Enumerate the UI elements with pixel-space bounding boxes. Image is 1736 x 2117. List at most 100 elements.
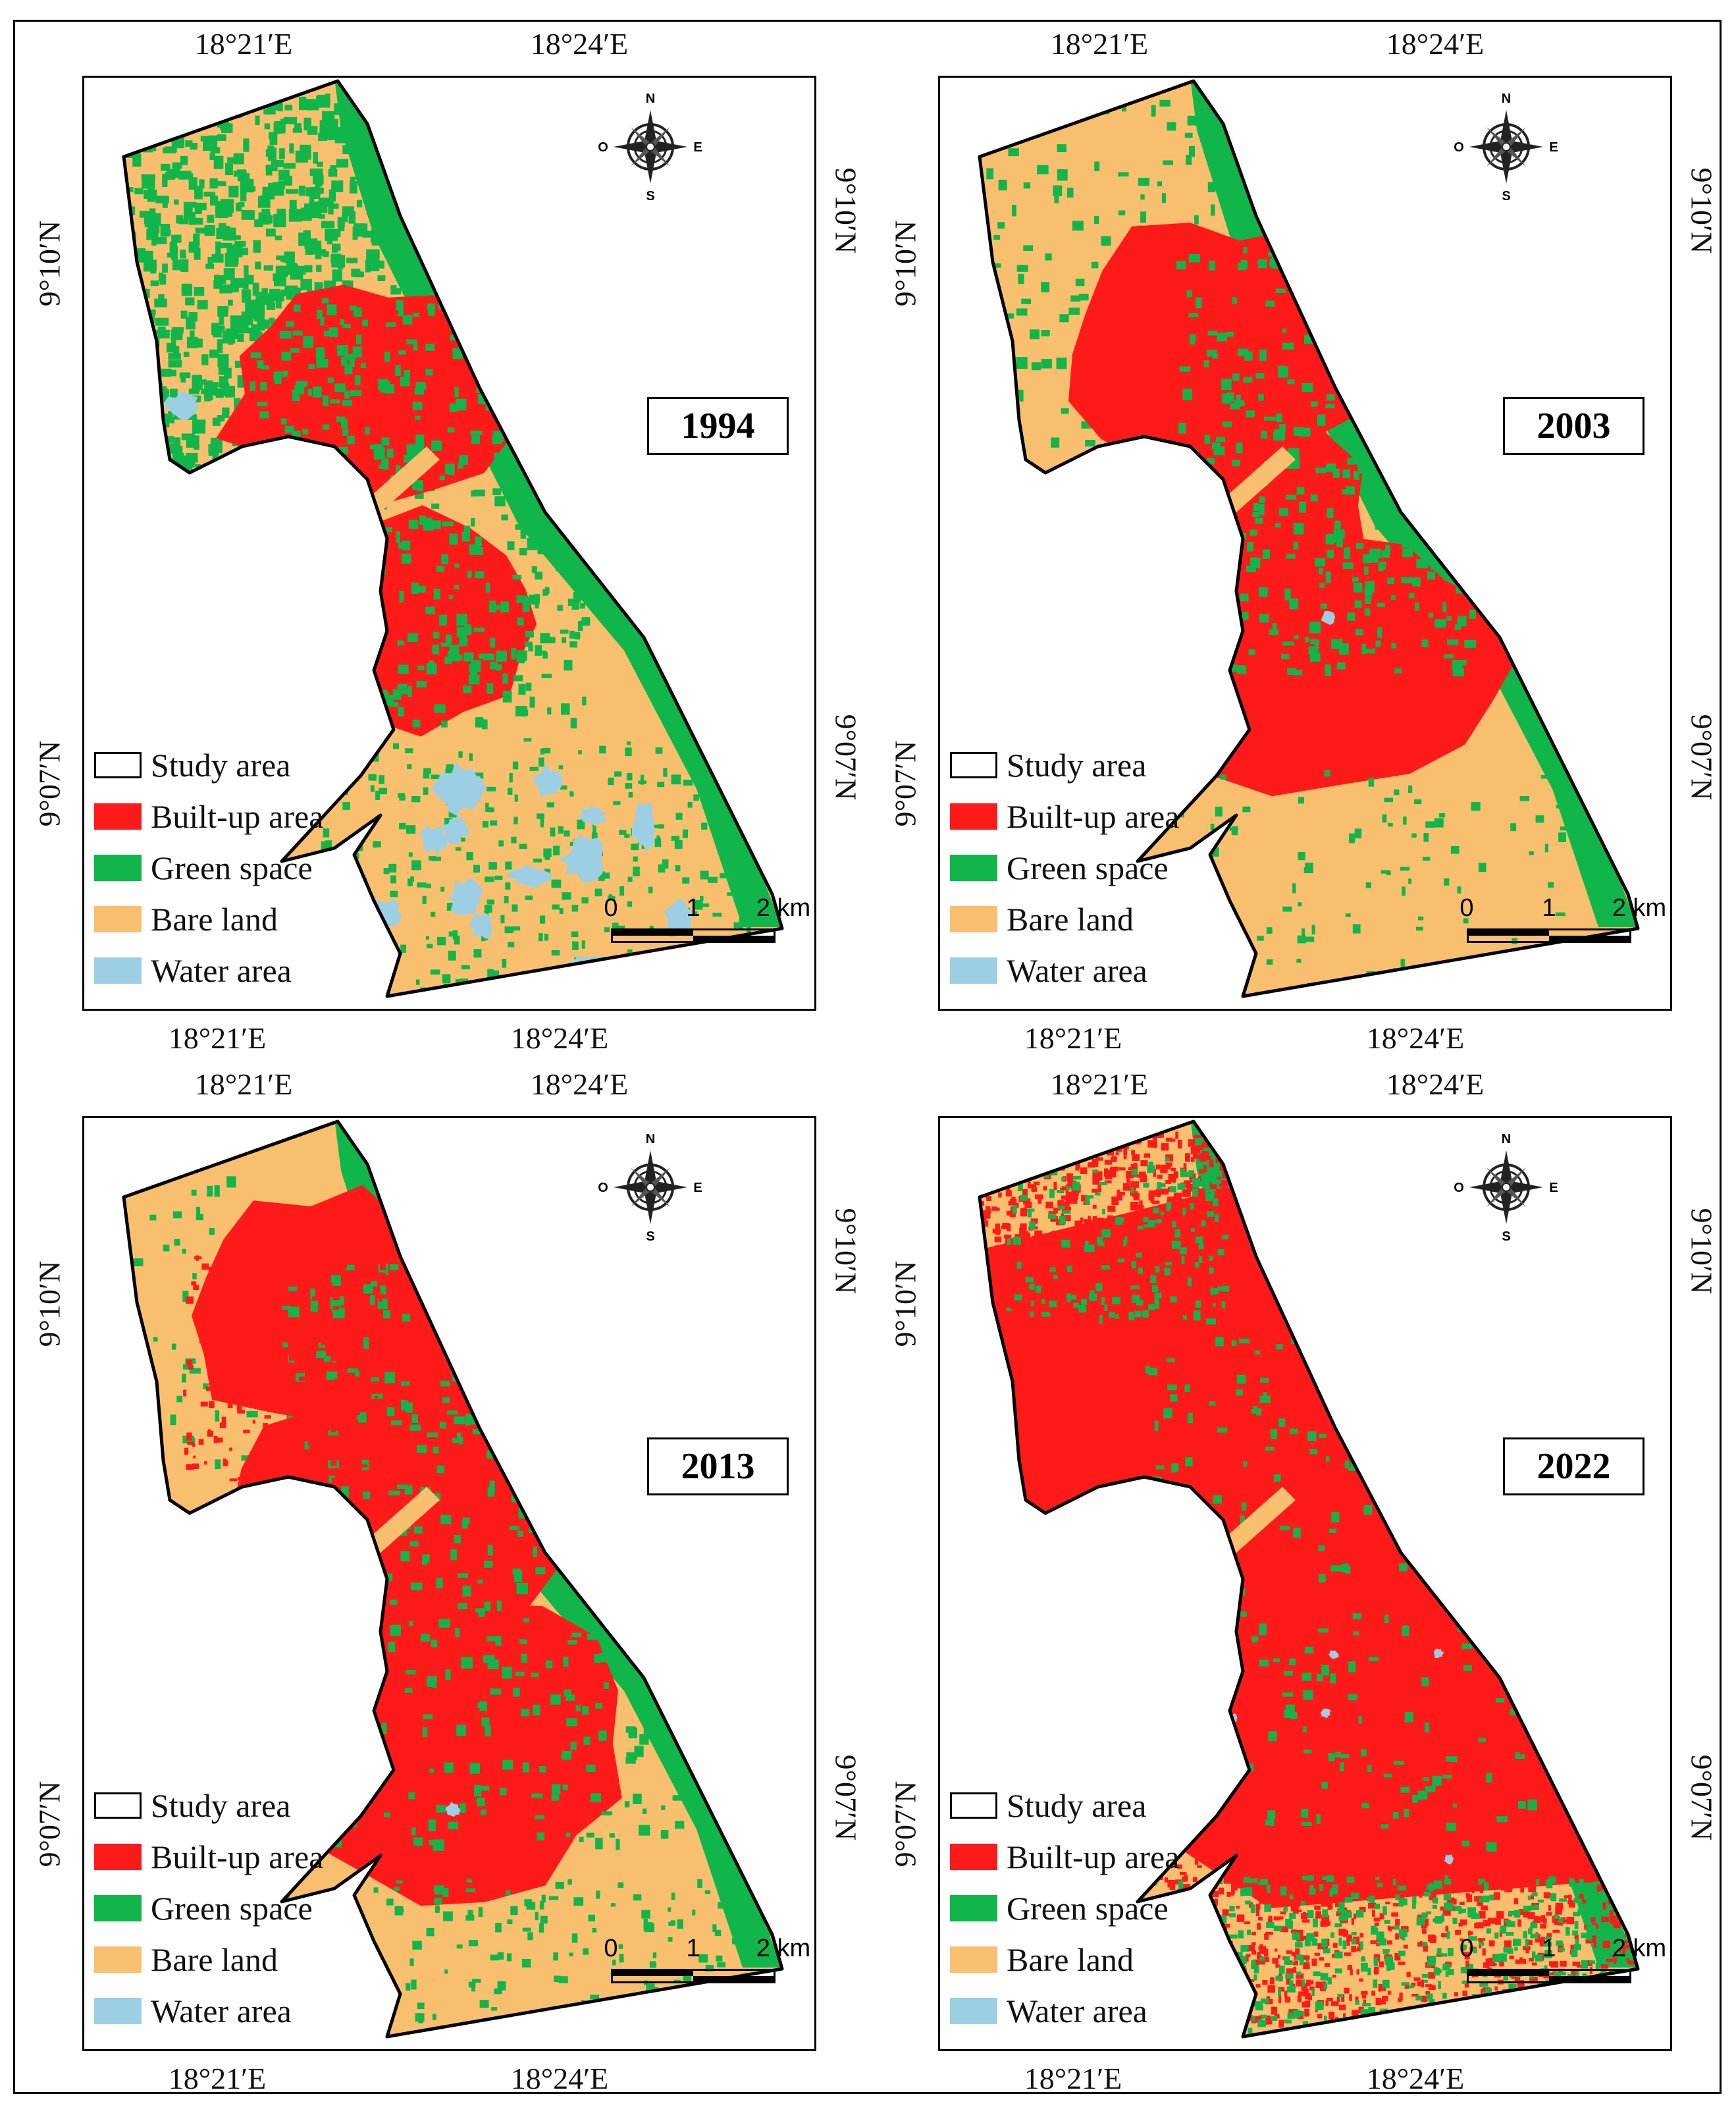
legend-label: Study area — [1007, 747, 1147, 784]
lon-label-bottom-left: 18°21′E — [168, 2062, 267, 2095]
legend-swatch — [950, 1844, 997, 1870]
legend-label: Green space — [151, 849, 313, 886]
scale-label-1: 1 — [686, 1935, 700, 1962]
legend-item: Water area — [950, 945, 1179, 996]
legend: Study area Built-up area Green space Bare l… — [94, 739, 323, 996]
legend-label: Green space — [151, 1890, 313, 1927]
legend-swatch — [950, 803, 997, 830]
map-panel-2013: 18°21′E 18°24′E 18°21′E 18°24′E 9°10′N 9… — [20, 1067, 876, 2114]
lat-label-left-top: 9°10′N — [32, 1260, 66, 1347]
legend-swatch — [950, 957, 997, 984]
legend-swatch — [94, 1792, 142, 1819]
legend-label: Water area — [1007, 952, 1147, 989]
year-label: 2013 — [647, 1437, 789, 1495]
legend-label: Water area — [151, 952, 292, 989]
legend-item: Bare land — [950, 894, 1179, 945]
legend-label: Green space — [1007, 849, 1169, 886]
lon-label-bottom-right: 18°24′E — [1366, 1021, 1465, 1055]
lat-label-left-top: 9°10′N — [888, 220, 922, 307]
map-frame: N S E O 2022 Study area Built-up area Gree… — [938, 1116, 1672, 2051]
lat-label-right-bottom: 9°07′N — [829, 1754, 863, 1841]
compass-w: O — [598, 140, 608, 155]
legend-item: Bare land — [94, 1934, 323, 1985]
legend-label: Built-up area — [1007, 1838, 1180, 1875]
north-arrow-icon: N S E O — [1454, 1132, 1558, 1243]
legend-item: Water area — [94, 1985, 323, 2037]
legend-label: Built-up area — [151, 798, 324, 835]
legend-swatch — [94, 1998, 142, 2024]
legend-swatch — [950, 752, 997, 778]
lat-label-left-top: 9°10′N — [32, 220, 66, 307]
lat-label-left-bottom: 9°07′N — [32, 740, 66, 827]
land-cover-map — [978, 79, 1640, 998]
legend-swatch — [94, 803, 142, 830]
legend-swatch — [94, 1946, 142, 1973]
north-arrow-icon: N S E O — [598, 92, 702, 203]
scale-label-1: 1 — [1542, 894, 1556, 922]
year-label: 2003 — [1503, 397, 1644, 455]
scale-label-1: 1 — [1542, 1935, 1556, 1962]
legend-swatch — [94, 1844, 142, 1870]
legend-item: Built-up area — [94, 791, 323, 842]
legend-swatch — [94, 855, 142, 881]
lon-label-top-left: 18°21′E — [194, 27, 293, 61]
legend-label: Study area — [151, 747, 291, 784]
lat-label-left-bottom: 9°07′N — [888, 740, 922, 827]
legend-label: Green space — [1007, 1890, 1169, 1927]
compass-s: S — [646, 1229, 654, 1243]
lon-label-bottom-right: 18°24′E — [1366, 2062, 1465, 2095]
legend-label: Bare land — [151, 1941, 278, 1978]
lon-label-bottom-left: 18°21′E — [1024, 2062, 1122, 2095]
compass-w: O — [1454, 1181, 1464, 1195]
scale-label-0: 0 — [604, 1935, 618, 1962]
compass-w: O — [1454, 140, 1464, 155]
legend-swatch — [950, 1998, 997, 2024]
compass-s: S — [646, 189, 654, 203]
compass-n: N — [646, 1132, 655, 1146]
legend-item: Water area — [950, 1985, 1179, 2037]
compass-e: E — [1549, 140, 1558, 155]
legend-item: Water area — [94, 945, 323, 996]
legend-item: Green space — [94, 842, 323, 894]
lat-label-right-top: 9°10′N — [829, 167, 863, 254]
legend-item: Built-up area — [950, 791, 1179, 842]
lat-label-right-top: 9°10′N — [1685, 1208, 1719, 1295]
compass-s: S — [1502, 189, 1510, 203]
scale-label-2: 2 km — [756, 1935, 811, 1962]
land-cover-map — [978, 1119, 1640, 2039]
lat-label-right-bottom: 9°07′N — [1685, 1754, 1719, 1841]
scale-bar-graphic — [1467, 928, 1631, 943]
compass-e: E — [693, 1181, 702, 1195]
compass-s: S — [1502, 1229, 1510, 1243]
lon-label-top-right: 18°24′E — [530, 27, 629, 61]
legend-label: Water area — [1007, 1993, 1147, 2029]
legend-label: Study area — [1007, 1787, 1147, 1824]
scale-bar-graphic — [611, 928, 776, 943]
legend-item: Built-up area — [950, 1831, 1179, 1883]
legend-item: Bare land — [94, 894, 323, 945]
compass-n: N — [1502, 92, 1511, 106]
north-arrow-icon: N S E O — [1454, 92, 1558, 203]
scale-label-2: 2 km — [1612, 1935, 1667, 1962]
map-frame: N S E O 2003 Study area Built-up area Gree… — [938, 76, 1672, 1011]
land-cover-map — [122, 1119, 784, 2039]
compass-n: N — [646, 92, 655, 106]
lon-label-top-left: 18°21′E — [1050, 27, 1149, 61]
map-frame: N S E O 2013 Study area Built-up area Gree… — [82, 1116, 816, 2051]
legend-swatch — [94, 906, 142, 932]
legend-item: Bare land — [950, 1934, 1179, 1985]
land-cover-map — [122, 79, 784, 998]
lon-label-bottom-right: 18°24′E — [510, 2062, 609, 2095]
compass-w: O — [598, 1181, 608, 1195]
year-label: 1994 — [647, 397, 789, 455]
map-panel-1994: 18°21′E 18°24′E 18°21′E 18°24′E 9°10′N 9… — [20, 26, 876, 1073]
figure-frame — [13, 20, 1722, 2094]
legend-label: Built-up area — [151, 1838, 324, 1875]
year-label: 2022 — [1503, 1437, 1644, 1495]
legend-item: Study area — [950, 739, 1179, 791]
lon-label-top-right: 18°24′E — [1386, 27, 1485, 61]
legend-item: Study area — [94, 1780, 323, 1831]
scale-label-0: 0 — [604, 894, 618, 922]
lat-label-right-bottom: 9°07′N — [1685, 714, 1719, 801]
legend-swatch — [950, 855, 997, 881]
